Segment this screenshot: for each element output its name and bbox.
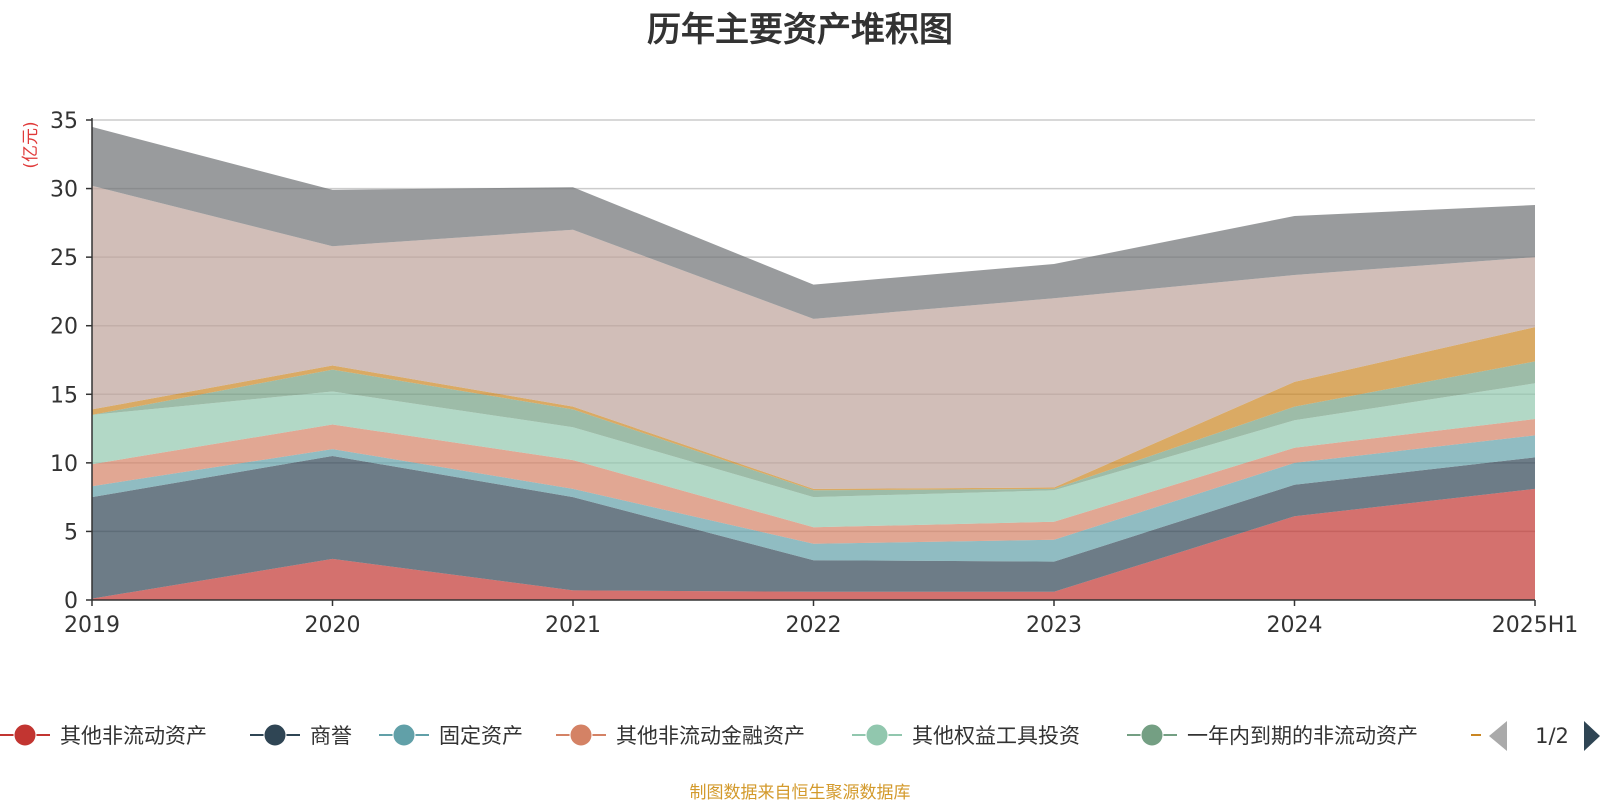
legend-page-indicator: 1/2 bbox=[1535, 724, 1569, 748]
y-unit-label: (亿元) bbox=[21, 121, 41, 168]
y-tick-label: 20 bbox=[50, 315, 78, 340]
legend-prev-icon[interactable] bbox=[1489, 721, 1507, 751]
data-point bbox=[572, 186, 574, 188]
legend-marker bbox=[392, 723, 416, 747]
x-tick-label: 2021 bbox=[545, 613, 601, 638]
legend-item[interactable]: 其他非流动资产 bbox=[0, 723, 207, 748]
legend-item[interactable]: 商誉 bbox=[250, 723, 352, 748]
area-series-4 bbox=[92, 383, 1535, 528]
data-point bbox=[1053, 263, 1055, 265]
x-tick-label: 2022 bbox=[786, 613, 842, 638]
y-tick-label: 35 bbox=[50, 109, 78, 134]
legend-item[interactable]: 其他权益工具投资 bbox=[852, 723, 1080, 748]
data-point bbox=[1534, 204, 1536, 206]
legend-label: 固定资产 bbox=[439, 724, 523, 748]
legend-label: 其他非流动金融资产 bbox=[616, 724, 805, 748]
legend-marker bbox=[569, 723, 593, 747]
x-tick-label: 2019 bbox=[64, 613, 120, 638]
area-series-1 bbox=[92, 456, 1535, 599]
area-series-7 bbox=[92, 185, 1535, 489]
data-point bbox=[813, 284, 815, 286]
y-tick-label: 5 bbox=[64, 520, 78, 545]
legend-item[interactable]: 其他非流动金融资产 bbox=[556, 723, 805, 748]
legend-marker bbox=[865, 723, 889, 747]
legend-marker bbox=[263, 723, 287, 747]
legend-marker bbox=[13, 723, 37, 747]
legend-label: 商誉 bbox=[310, 724, 352, 748]
y-tick-label: 10 bbox=[50, 452, 78, 477]
x-tick-label: 2024 bbox=[1267, 613, 1323, 638]
source-note: 制图数据来自恒生聚源数据库 bbox=[689, 783, 911, 803]
data-point bbox=[1294, 215, 1296, 217]
area-series-3 bbox=[92, 419, 1535, 544]
area-series-2 bbox=[92, 435, 1535, 562]
y-tick-label: 15 bbox=[50, 383, 78, 408]
legend-marker bbox=[1140, 723, 1164, 747]
x-tick-label: 2025H1 bbox=[1492, 613, 1579, 638]
chart-title: 历年主要资产堆积图 bbox=[647, 10, 953, 50]
x-tick-label: 2023 bbox=[1026, 613, 1082, 638]
area-series-0 bbox=[92, 488, 1535, 600]
area-series-5 bbox=[92, 361, 1535, 498]
legend: 其他非流动资产 商誉 固定资产 其他非流动金融资产 其他权益工具投资 一年内到期的非流动资… bbox=[0, 721, 1600, 751]
legend-label: 一年内到期的非流动资产 bbox=[1187, 724, 1418, 748]
y-tick-label: 25 bbox=[50, 246, 78, 271]
area-series-8 bbox=[92, 126, 1535, 319]
legend-item[interactable]: 一年内到期的非流动资产 bbox=[1127, 723, 1418, 748]
data-point bbox=[332, 189, 334, 191]
x-tick-label: 2020 bbox=[305, 613, 361, 638]
legend-label: 其他非流动资产 bbox=[60, 724, 207, 748]
area-series-layer bbox=[92, 126, 1536, 600]
legend-next-icon[interactable] bbox=[1584, 721, 1600, 751]
y-tick-label: 0 bbox=[64, 589, 78, 614]
legend-label: 其他权益工具投资 bbox=[912, 724, 1080, 748]
legend-item[interactable]: 固定资产 bbox=[379, 723, 523, 748]
axes: 0 5 10 15 20 25 30 35 2019 2020 2021 2022 2023 2024 20… bbox=[21, 109, 1578, 638]
area-series-6 bbox=[92, 327, 1535, 491]
y-tick-label: 30 bbox=[50, 178, 78, 203]
